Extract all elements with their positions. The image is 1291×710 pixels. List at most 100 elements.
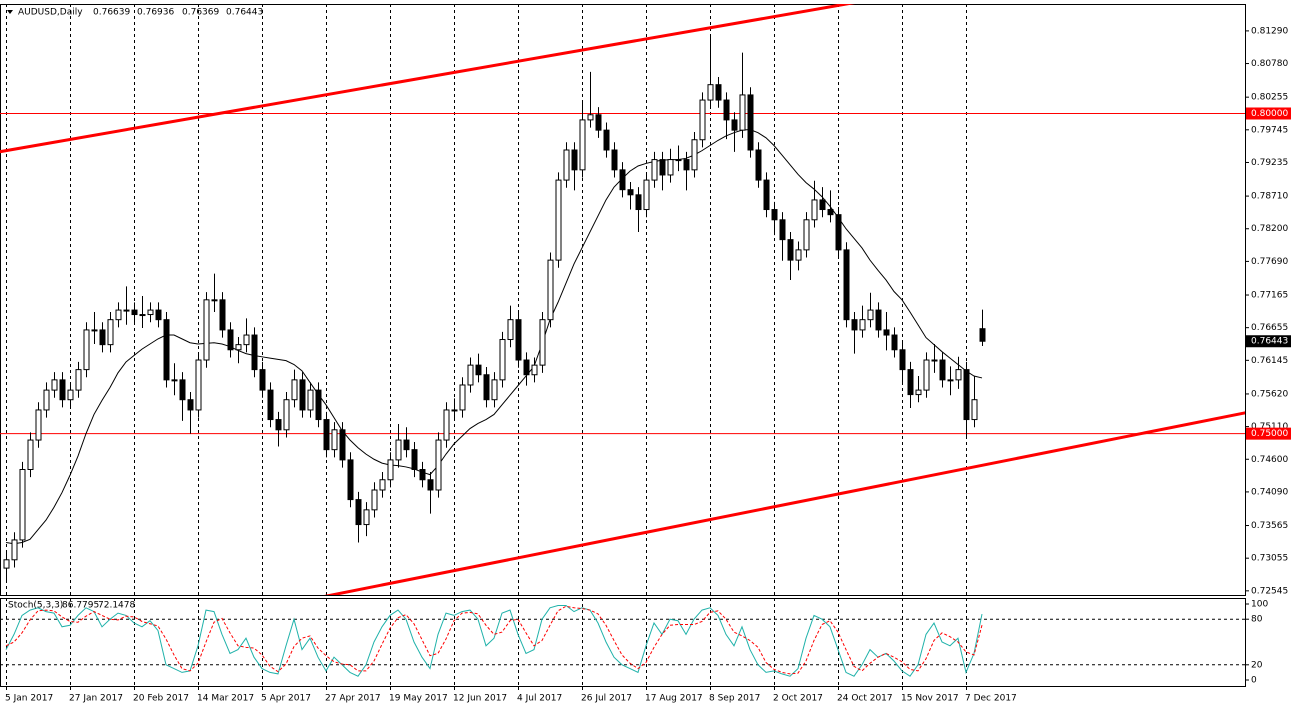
- x-tick-label: 17 Aug 2017: [645, 694, 703, 704]
- candle-body: [147, 309, 154, 316]
- candle-body: [291, 379, 298, 401]
- candle-body: [491, 379, 498, 401]
- candle-body: [35, 409, 42, 441]
- candle-body: [411, 449, 418, 471]
- candle-body: [843, 249, 850, 321]
- candle-body: [67, 389, 74, 401]
- candle-body: [579, 119, 586, 171]
- candle-body: [91, 329, 98, 332]
- level-price-label: 0.75000: [1251, 429, 1288, 439]
- candle-body: [115, 309, 122, 321]
- candle-body: [139, 314, 146, 317]
- candle-body: [883, 329, 890, 336]
- candle-body: [731, 119, 738, 131]
- candle-body: [51, 379, 58, 391]
- candle-body: [171, 379, 178, 382]
- candle-body: [515, 319, 522, 361]
- candle-body: [427, 479, 434, 491]
- y-tick-label: 0: [1251, 675, 1257, 685]
- x-tick-label: 27 Jan 2017: [69, 694, 123, 704]
- candle-body: [659, 159, 666, 176]
- candle-body: [867, 309, 874, 321]
- candle-body: [27, 439, 34, 471]
- candle-body: [667, 159, 674, 176]
- header-low: 0.76369: [182, 8, 219, 18]
- trend-line: [0, 4, 856, 154]
- candle-body: [219, 299, 226, 331]
- x-tick-label: 19 May 2017: [389, 694, 448, 704]
- y-tick-label: 0.78200: [1251, 224, 1288, 234]
- candle-body: [923, 359, 930, 391]
- x-tick-label: 5 Apr 2017: [261, 694, 311, 704]
- candle-body: [227, 329, 234, 351]
- header-close: 0.76443: [226, 8, 263, 18]
- current-price-label: 0.76443: [1251, 337, 1288, 347]
- candle-body: [403, 439, 410, 451]
- candle-body: [859, 319, 866, 331]
- candle-body: [715, 84, 722, 101]
- candle-body: [611, 149, 618, 171]
- y-tick-label: 0.77690: [1251, 257, 1288, 267]
- candle-body: [779, 219, 786, 241]
- y-tick-label: 0.75110: [1251, 422, 1288, 432]
- candle-body: [19, 469, 26, 541]
- y-tick-label: 0.74600: [1251, 455, 1288, 465]
- candle-body: [651, 159, 658, 181]
- candle-body: [459, 384, 466, 411]
- candle-body: [59, 379, 66, 401]
- candle-body: [475, 364, 482, 376]
- candle-body: [347, 459, 354, 501]
- candle-body: [355, 499, 362, 526]
- candle-body: [571, 149, 578, 171]
- candle-body: [203, 299, 210, 361]
- y-tick-label: 0.78710: [1251, 192, 1288, 202]
- candle-body: [419, 469, 426, 481]
- candle-body: [675, 159, 682, 162]
- candle-body: [819, 199, 826, 211]
- stoch-line: [5, 605, 983, 677]
- y-tick-label: 0.73565: [1251, 521, 1288, 531]
- y-tick-label: 0.80780: [1251, 59, 1288, 69]
- candle-body: [99, 329, 106, 346]
- trend-line: [324, 411, 1245, 595]
- x-tick-label: 15 Nov 2017: [901, 694, 959, 704]
- candle-body: [795, 249, 802, 261]
- candle-body: [155, 309, 162, 321]
- candle-body: [635, 194, 642, 211]
- candle-body: [915, 389, 922, 396]
- candle-body: [971, 399, 978, 421]
- candle-body: [835, 214, 842, 251]
- candle-body: [899, 349, 906, 371]
- candle-body: [891, 334, 898, 351]
- candle-body: [299, 379, 306, 411]
- candle-body: [395, 439, 402, 461]
- y-tick-label: 0.79235: [1251, 158, 1288, 168]
- y-tick-label: 0.81290: [1251, 26, 1288, 36]
- y-tick-label: 0.75620: [1251, 389, 1288, 399]
- candle-body: [43, 389, 50, 411]
- current-price-box: [1246, 335, 1291, 348]
- candle-body: [739, 94, 746, 131]
- stoch-main-value: 86.7795: [62, 601, 99, 611]
- candle-body: [587, 114, 594, 121]
- x-tick-label: 24 Oct 2017: [837, 694, 893, 704]
- x-tick-label: 5 Jan 2017: [5, 694, 53, 704]
- candle-body: [539, 319, 546, 366]
- candle-body: [619, 169, 626, 191]
- candle-body: [371, 489, 378, 511]
- stoch-title: Stoch(5,3,3): [8, 601, 63, 611]
- candle-body: [947, 379, 954, 382]
- candle-body: [107, 319, 114, 346]
- x-tick-label: 7 Dec 2017: [965, 694, 1017, 704]
- candle-body: [163, 319, 170, 381]
- candle-body: [259, 369, 266, 391]
- candle-body: [243, 334, 250, 346]
- candle-body: [131, 309, 138, 316]
- candle-body: [283, 399, 290, 431]
- level-price-box: [1246, 107, 1291, 120]
- candle-body: [683, 159, 690, 171]
- candle-body: [339, 429, 346, 461]
- candle-body: [963, 369, 970, 421]
- candle-body: [979, 328, 986, 342]
